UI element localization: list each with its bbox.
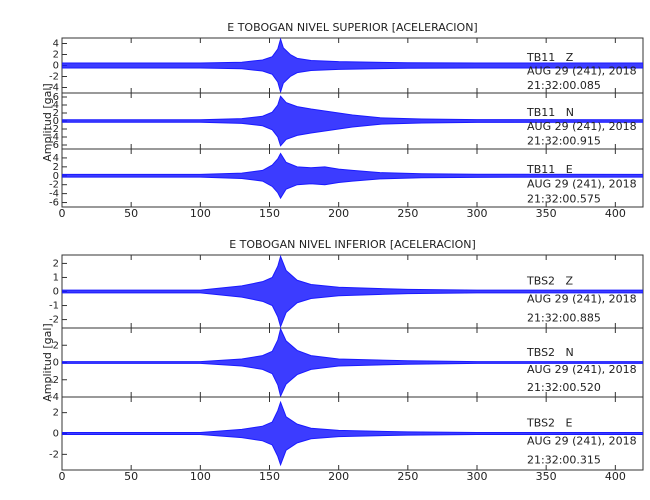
time-label: 21:32:00.915	[527, 135, 601, 148]
x-tick-label: 0	[59, 207, 66, 220]
y-tick-label: -4	[49, 189, 59, 200]
y-tick-label: -2	[49, 375, 59, 386]
trace-lower	[62, 67, 643, 94]
time-label: 21:32:00.315	[527, 454, 601, 467]
date-label: AUG 29 (241), 2018	[527, 435, 637, 448]
y-tick-label: 0	[53, 61, 59, 72]
x-tick-label: 350	[536, 470, 557, 483]
trace-lower	[62, 434, 643, 467]
time-label: 21:32:00.085	[527, 79, 601, 92]
trace-upper	[62, 327, 643, 363]
station-label: TB11 E	[526, 163, 573, 176]
x-tick-label: 250	[397, 207, 418, 220]
y-tick-label: -2	[49, 72, 59, 83]
trace-upper	[62, 95, 644, 121]
x-tick-label: 150	[259, 470, 280, 483]
date-label: AUG 29 (241), 2018	[527, 120, 637, 133]
y-axis-label: Amplitud [gal]	[41, 323, 54, 401]
station-label: TBS2 N	[526, 346, 574, 359]
x-tick-label: 200	[328, 470, 349, 483]
y-tick-label: -4	[49, 132, 59, 143]
y-tick-label: 2	[53, 408, 59, 419]
trace-envelope-fill	[62, 256, 643, 327]
date-label: AUG 29 (241), 2018	[527, 363, 637, 376]
x-tick-label: 150	[259, 207, 280, 220]
chart-title: E TOBOGAN NIVEL SUPERIOR [ACELERACION]	[227, 21, 477, 34]
x-tick-label: 200	[328, 207, 349, 220]
y-tick-label: -4	[49, 392, 59, 403]
y-tick-label: 6	[53, 92, 59, 103]
y-tick-label: 2	[53, 50, 59, 61]
trace-upper	[62, 254, 643, 291]
y-tick-label: 2	[53, 108, 59, 119]
y-tick-label: 2	[53, 258, 59, 269]
trace-envelope-fill	[62, 39, 643, 92]
trace-envelope-fill	[62, 96, 643, 146]
trace-lower	[62, 292, 643, 329]
y-tick-label: 0	[53, 116, 59, 127]
trace-envelope-fill	[62, 328, 643, 397]
trace-lower	[62, 121, 644, 147]
date-label: AUG 29 (241), 2018	[527, 177, 637, 190]
y-tick-label: -4	[49, 83, 59, 94]
y-tick-label: 0	[53, 358, 59, 369]
trace-lower	[62, 362, 643, 398]
y-tick-label: 1	[53, 272, 59, 283]
y-tick-label: 0	[53, 171, 59, 182]
trace-upper	[62, 400, 643, 433]
date-label: AUG 29 (241), 2018	[527, 65, 637, 78]
y-tick-label: 4	[53, 100, 59, 111]
y-tick-label: 2	[53, 340, 59, 351]
y-tick-label: 0	[53, 429, 59, 440]
y-tick-label: 0	[53, 287, 59, 298]
y-tick-label: 4	[53, 153, 59, 164]
trace-upper	[62, 37, 643, 64]
time-label: 21:32:00.520	[527, 381, 601, 394]
y-tick-label: -2	[49, 180, 59, 191]
trace-lower	[62, 176, 644, 200]
x-tick-label: 0	[59, 470, 66, 483]
trace-envelope-fill	[62, 153, 643, 199]
y-tick-label: -2	[49, 315, 59, 326]
time-label: 21:32:00.885	[527, 312, 601, 325]
chart-title: E TOBOGAN NIVEL INFERIOR [ACELERACION]	[229, 238, 476, 251]
x-tick-label: 100	[190, 207, 211, 220]
y-tick-label: 2	[53, 162, 59, 173]
y-tick-label: -1	[49, 301, 59, 312]
date-label: AUG 29 (241), 2018	[527, 293, 637, 306]
x-tick-label: 250	[397, 470, 418, 483]
y-tick-label: -2	[49, 449, 59, 460]
x-tick-label: 300	[467, 470, 488, 483]
station-label: TBS2 Z	[526, 274, 574, 287]
y-axis-label: Amplitud [gal]	[41, 83, 54, 161]
time-label: 21:32:00.575	[527, 192, 601, 205]
trace-upper	[62, 152, 644, 175]
y-tick-label: -6	[49, 198, 59, 209]
station-label: TBS2 E	[526, 416, 573, 429]
trace-frame	[61, 148, 644, 208]
trace-envelope-fill	[62, 402, 643, 465]
x-tick-label: 100	[190, 470, 211, 483]
y-tick-label: -6	[49, 140, 59, 151]
x-tick-label: 400	[605, 470, 626, 483]
x-tick-label: 50	[124, 470, 138, 483]
x-tick-label: 300	[467, 207, 488, 220]
y-tick-label: -2	[49, 124, 59, 135]
station-label: TB11 N	[526, 106, 574, 119]
station-label: TB11 Z	[526, 51, 574, 64]
y-tick-label: 4	[53, 39, 59, 50]
x-tick-label: 350	[536, 207, 557, 220]
x-tick-label: 50	[124, 207, 138, 220]
x-tick-label: 400	[605, 207, 626, 220]
